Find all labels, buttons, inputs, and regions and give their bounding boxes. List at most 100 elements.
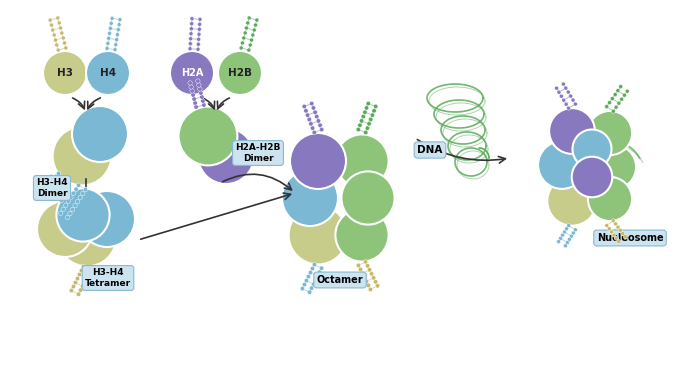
Circle shape (363, 110, 367, 114)
Circle shape (592, 145, 636, 189)
Circle shape (79, 191, 135, 247)
Circle shape (88, 268, 93, 272)
Circle shape (370, 272, 374, 276)
Circle shape (65, 191, 69, 196)
Circle shape (547, 176, 596, 226)
Circle shape (188, 42, 193, 46)
Circle shape (57, 194, 62, 199)
Circle shape (573, 228, 578, 232)
Circle shape (564, 86, 568, 90)
Circle shape (197, 22, 202, 26)
Circle shape (610, 230, 614, 234)
Circle shape (309, 101, 314, 106)
Circle shape (53, 38, 57, 42)
Circle shape (80, 284, 85, 289)
Circle shape (255, 18, 259, 22)
Text: H3-H4
Tetramer: H3-H4 Tetramer (85, 268, 131, 288)
Circle shape (613, 93, 617, 97)
Circle shape (86, 51, 130, 95)
Circle shape (86, 272, 91, 276)
Circle shape (188, 47, 192, 51)
Circle shape (363, 130, 368, 135)
Circle shape (557, 90, 561, 94)
Circle shape (56, 190, 60, 195)
Circle shape (194, 105, 198, 109)
Circle shape (37, 201, 93, 257)
Circle shape (68, 211, 72, 216)
Circle shape (608, 100, 612, 105)
Circle shape (310, 126, 315, 130)
Circle shape (198, 17, 202, 21)
Circle shape (615, 236, 618, 240)
Circle shape (573, 102, 578, 106)
Circle shape (621, 231, 625, 236)
Circle shape (605, 223, 609, 227)
Text: H2B: H2B (228, 68, 252, 78)
Circle shape (559, 236, 563, 240)
Circle shape (191, 93, 195, 97)
Circle shape (302, 104, 307, 109)
Circle shape (623, 235, 627, 239)
Circle shape (562, 98, 566, 102)
Circle shape (197, 87, 202, 91)
Circle shape (188, 81, 193, 85)
Circle shape (616, 89, 620, 93)
Circle shape (559, 94, 564, 98)
Circle shape (54, 186, 59, 191)
Circle shape (617, 101, 621, 105)
Circle shape (52, 182, 57, 187)
Circle shape (117, 23, 121, 26)
Circle shape (241, 36, 246, 40)
Circle shape (74, 187, 78, 191)
Circle shape (307, 117, 312, 122)
Circle shape (115, 38, 118, 42)
Circle shape (620, 97, 624, 101)
Circle shape (607, 227, 611, 231)
Text: Nucleosome: Nucleosome (596, 233, 664, 243)
Circle shape (566, 90, 570, 94)
Circle shape (307, 290, 312, 294)
Circle shape (318, 123, 322, 127)
Circle shape (566, 241, 569, 245)
Circle shape (198, 128, 254, 184)
Circle shape (57, 188, 110, 242)
Circle shape (49, 174, 53, 179)
Circle shape (73, 204, 77, 208)
Circle shape (85, 276, 89, 280)
Circle shape (248, 43, 252, 47)
Circle shape (573, 130, 612, 169)
Circle shape (359, 119, 364, 123)
Circle shape (314, 114, 319, 119)
Circle shape (360, 271, 365, 276)
Circle shape (60, 31, 64, 35)
Circle shape (288, 206, 347, 264)
Circle shape (306, 275, 311, 279)
Circle shape (556, 240, 561, 244)
Circle shape (190, 17, 194, 21)
Circle shape (617, 240, 621, 244)
Text: Octamer: Octamer (316, 275, 363, 285)
Circle shape (189, 27, 193, 31)
Circle shape (572, 157, 612, 197)
Circle shape (566, 224, 570, 227)
Text: DNA: DNA (417, 145, 442, 155)
Circle shape (243, 31, 247, 35)
Circle shape (196, 47, 200, 51)
Circle shape (619, 85, 623, 89)
Circle shape (246, 21, 250, 25)
Text: H2A: H2A (181, 68, 203, 78)
Circle shape (244, 26, 248, 30)
Circle shape (78, 195, 83, 200)
Circle shape (239, 46, 243, 50)
Circle shape (335, 134, 389, 188)
Circle shape (368, 268, 372, 272)
Circle shape (83, 280, 87, 284)
Circle shape (64, 203, 68, 208)
Circle shape (51, 178, 55, 183)
Circle shape (197, 83, 201, 87)
Circle shape (189, 32, 193, 36)
Circle shape (368, 287, 372, 291)
Circle shape (251, 33, 255, 37)
Circle shape (365, 126, 370, 130)
Circle shape (588, 111, 632, 155)
